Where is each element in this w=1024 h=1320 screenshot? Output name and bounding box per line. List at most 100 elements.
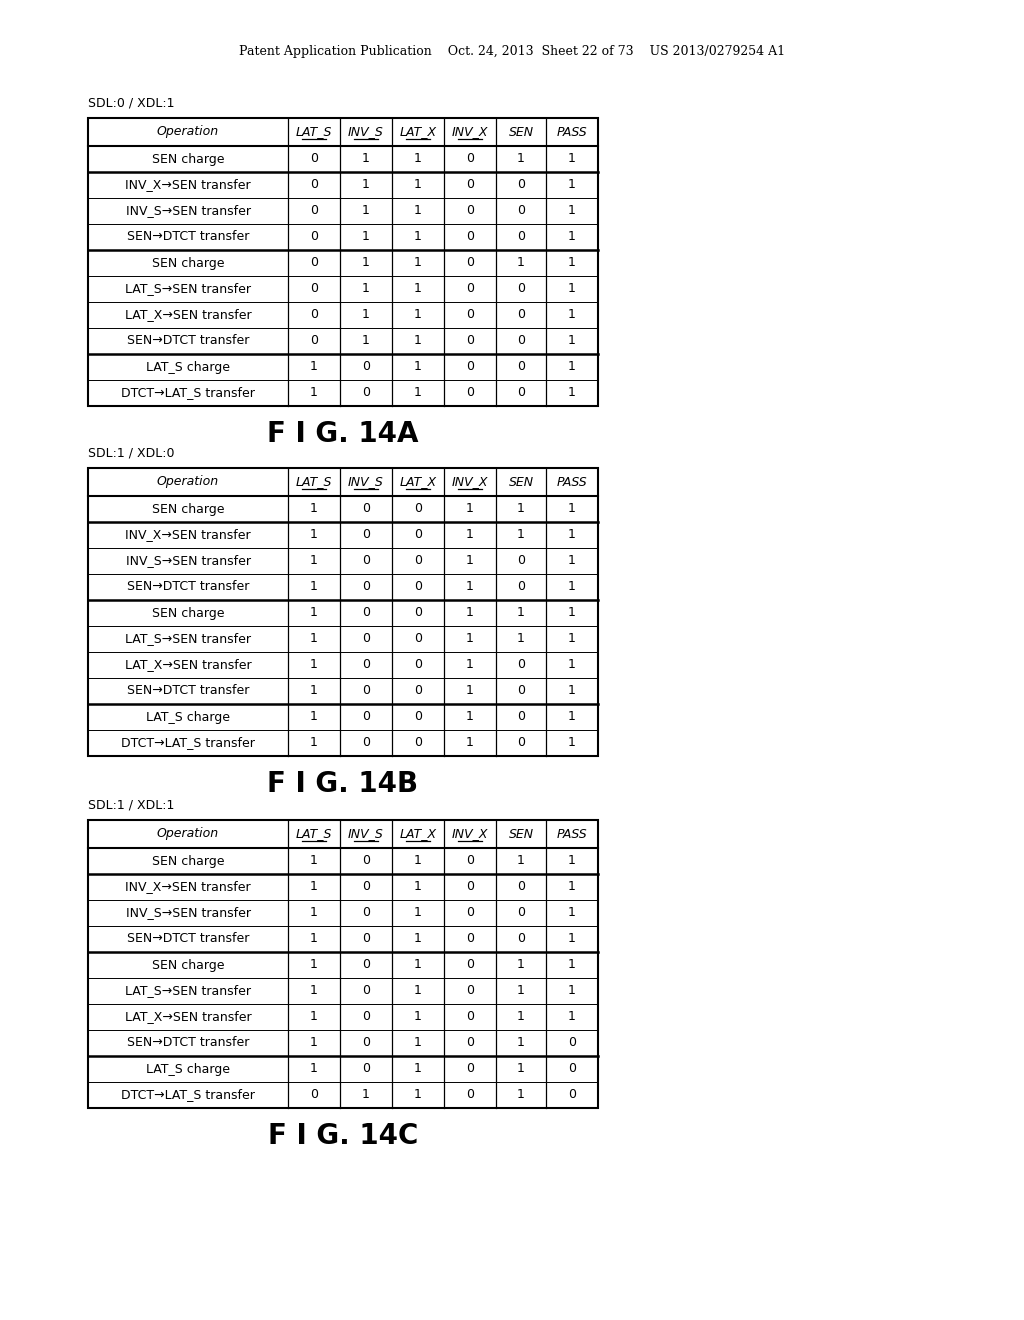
Text: 0: 0	[517, 685, 525, 697]
Text: Operation: Operation	[157, 828, 219, 841]
Text: LAT_S charge: LAT_S charge	[146, 360, 230, 374]
Text: 0: 0	[414, 737, 422, 750]
Text: 0: 0	[466, 360, 474, 374]
Text: 1: 1	[414, 1063, 422, 1076]
Text: 0: 0	[517, 880, 525, 894]
Text: DTCT→LAT_S transfer: DTCT→LAT_S transfer	[121, 1089, 255, 1101]
Text: LAT_X→SEN transfer: LAT_X→SEN transfer	[125, 309, 251, 322]
Text: INV_X: INV_X	[452, 475, 488, 488]
Text: 0: 0	[517, 907, 525, 920]
Text: 1: 1	[466, 528, 474, 541]
Text: 0: 0	[466, 205, 474, 218]
Text: 0: 0	[466, 231, 474, 243]
Text: 0: 0	[362, 1036, 370, 1049]
Text: DTCT→LAT_S transfer: DTCT→LAT_S transfer	[121, 737, 255, 750]
Text: SEN charge: SEN charge	[152, 256, 224, 269]
Text: 1: 1	[517, 1063, 525, 1076]
Text: 1: 1	[414, 309, 422, 322]
Text: 1: 1	[310, 387, 317, 400]
Text: INV_S: INV_S	[348, 475, 384, 488]
Text: 0: 0	[466, 1063, 474, 1076]
Text: 1: 1	[568, 710, 575, 723]
Text: 1: 1	[310, 581, 317, 594]
Text: 0: 0	[362, 907, 370, 920]
Text: PASS: PASS	[557, 828, 588, 841]
Text: 1: 1	[568, 256, 575, 269]
Text: 1: 1	[414, 387, 422, 400]
Text: 0: 0	[466, 907, 474, 920]
Text: 0: 0	[362, 958, 370, 972]
Text: INV_X: INV_X	[452, 828, 488, 841]
Text: INV_S→SEN transfer: INV_S→SEN transfer	[126, 907, 251, 920]
Text: Operation: Operation	[157, 475, 219, 488]
Text: SDL:1 / XDL:1: SDL:1 / XDL:1	[88, 799, 174, 812]
Text: 0: 0	[362, 659, 370, 672]
Text: 1: 1	[414, 1011, 422, 1023]
Text: 1: 1	[310, 710, 317, 723]
Text: LAT_S charge: LAT_S charge	[146, 710, 230, 723]
Text: 1: 1	[414, 1036, 422, 1049]
Text: 1: 1	[310, 1011, 317, 1023]
Text: 0: 0	[362, 854, 370, 867]
Text: 0: 0	[466, 387, 474, 400]
Text: 0: 0	[517, 178, 525, 191]
Text: SEN→DTCT transfer: SEN→DTCT transfer	[127, 231, 249, 243]
Text: 1: 1	[568, 854, 575, 867]
Text: 1: 1	[568, 528, 575, 541]
Text: 1: 1	[568, 932, 575, 945]
Text: 1: 1	[310, 958, 317, 972]
Text: 0: 0	[466, 958, 474, 972]
Text: 1: 1	[362, 153, 370, 165]
Bar	[88, 117, 598, 407]
Text: Patent Application Publication    Oct. 24, 2013  Sheet 22 of 73    US 2013/02792: Patent Application Publication Oct. 24, …	[239, 45, 785, 58]
Text: INV_X→SEN transfer: INV_X→SEN transfer	[125, 528, 251, 541]
Text: SEN charge: SEN charge	[152, 606, 224, 619]
Text: 0: 0	[466, 880, 474, 894]
Text: LAT_S: LAT_S	[296, 828, 332, 841]
Text: 0: 0	[362, 581, 370, 594]
Text: 1: 1	[414, 334, 422, 347]
Text: 0: 0	[466, 1011, 474, 1023]
Text: 0: 0	[414, 659, 422, 672]
Text: 0: 0	[466, 854, 474, 867]
Text: 0: 0	[310, 309, 318, 322]
Text: 1: 1	[517, 958, 525, 972]
Text: 0: 0	[310, 153, 318, 165]
Text: 0: 0	[414, 503, 422, 516]
Text: 1: 1	[310, 503, 317, 516]
Text: 0: 0	[362, 685, 370, 697]
Text: SDL:0 / XDL:1: SDL:0 / XDL:1	[88, 96, 174, 110]
Text: 0: 0	[414, 554, 422, 568]
Text: 1: 1	[517, 153, 525, 165]
Text: 0: 0	[517, 309, 525, 322]
Text: 0: 0	[517, 334, 525, 347]
Text: 0: 0	[517, 581, 525, 594]
Text: 1: 1	[362, 309, 370, 322]
Text: SEN: SEN	[509, 475, 534, 488]
Text: Operation: Operation	[157, 125, 219, 139]
Text: 0: 0	[414, 581, 422, 594]
Text: 1: 1	[362, 334, 370, 347]
Text: 0: 0	[414, 685, 422, 697]
Text: 0: 0	[310, 205, 318, 218]
Text: 1: 1	[517, 528, 525, 541]
Text: 1: 1	[310, 1036, 317, 1049]
Text: 1: 1	[414, 880, 422, 894]
Text: 0: 0	[310, 282, 318, 296]
Text: 1: 1	[414, 178, 422, 191]
Text: 1: 1	[466, 606, 474, 619]
Text: 1: 1	[517, 606, 525, 619]
Text: 1: 1	[517, 1089, 525, 1101]
Text: 1: 1	[466, 554, 474, 568]
Text: 1: 1	[414, 1089, 422, 1101]
Text: 1: 1	[568, 554, 575, 568]
Text: 0: 0	[310, 178, 318, 191]
Text: 0: 0	[414, 606, 422, 619]
Text: 0: 0	[466, 932, 474, 945]
Text: 1: 1	[466, 581, 474, 594]
Text: 0: 0	[466, 153, 474, 165]
Text: INV_S→SEN transfer: INV_S→SEN transfer	[126, 554, 251, 568]
Text: 0: 0	[517, 554, 525, 568]
Text: 1: 1	[414, 932, 422, 945]
Text: 1: 1	[466, 659, 474, 672]
